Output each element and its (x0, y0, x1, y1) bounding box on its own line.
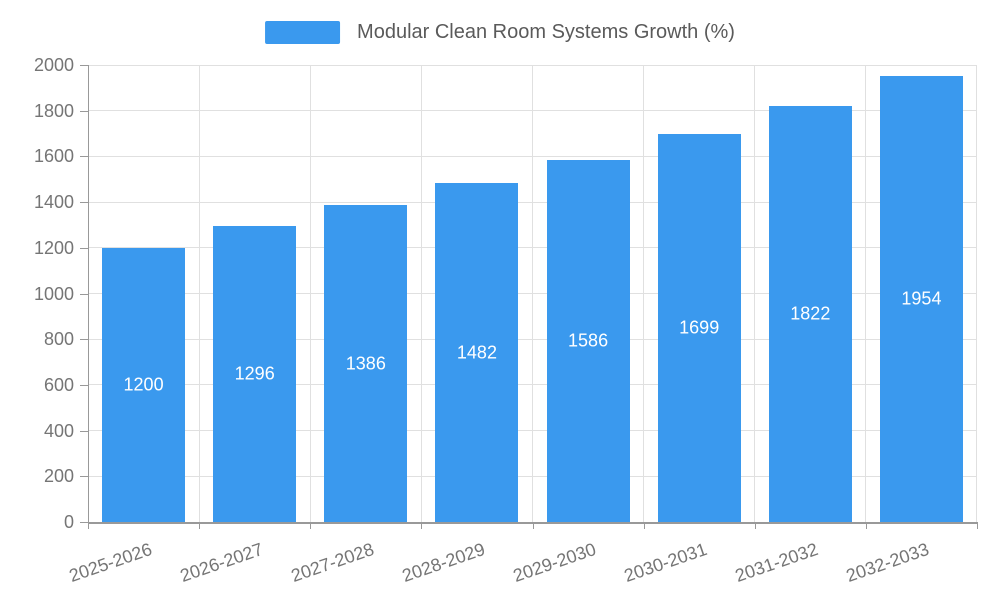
y-tick (80, 156, 88, 158)
x-grid-line (420, 65, 422, 522)
x-tick (532, 522, 534, 529)
bar[interactable]: 1586 (546, 160, 630, 522)
y-tick (80, 476, 88, 478)
x-grid-line (975, 65, 977, 522)
y-axis-line (88, 65, 89, 522)
y-tick (80, 65, 88, 66)
y-tick-label: 400 (43, 420, 74, 441)
plot-area: 1200 1296 1386 1482 1586 1699 1822 1954 (88, 64, 977, 522)
bar[interactable]: 1954 (879, 76, 963, 522)
y-tick (80, 430, 88, 432)
y-tick-label: 0 (63, 512, 74, 532)
x-grid-line (532, 65, 533, 522)
legend-swatch (265, 21, 341, 44)
x-grid-line (643, 65, 645, 522)
bar-value-label: 1586 (568, 330, 609, 351)
y-tick (80, 339, 88, 341)
x-grid-line (198, 65, 200, 522)
bar[interactable]: 1386 (324, 205, 408, 522)
x-tick (310, 522, 312, 529)
x-tick (643, 522, 645, 529)
y-tick-label: 600 (43, 374, 74, 395)
bar[interactable]: 1822 (768, 106, 852, 522)
x-tick (88, 522, 89, 529)
y-tick (80, 522, 88, 523)
x-tick (977, 522, 978, 529)
y-tick-label: 200 (43, 466, 74, 487)
y-tick (80, 202, 88, 204)
legend-label: Modular Clean Room Systems Growth (%) (357, 21, 735, 43)
x-tick (199, 522, 201, 529)
legend[interactable]: Modular Clean Room Systems Growth (%) (265, 21, 735, 44)
bar-value-label: 1386 (345, 353, 386, 373)
y-tick (80, 247, 88, 249)
bar[interactable]: 1482 (435, 183, 519, 522)
bar-value-label: 1200 (123, 374, 164, 395)
bar[interactable]: 1699 (657, 134, 741, 522)
x-tick (754, 522, 756, 529)
bar[interactable]: 1200 (102, 248, 186, 522)
y-tick (80, 384, 88, 386)
y-tick (80, 293, 88, 295)
bar-value-label: 1822 (790, 303, 831, 324)
y-tick-label: 1400 (33, 192, 74, 213)
y-tick-label: 1200 (33, 237, 74, 258)
y-tick-label: 800 (43, 329, 74, 350)
bar-value-label: 1296 (234, 363, 275, 384)
y-tick-label: 1600 (33, 146, 74, 167)
bar-value-label: 1699 (679, 317, 720, 338)
y-tick-label: 1800 (33, 100, 74, 121)
bar-value-label: 1482 (456, 342, 497, 362)
x-grid-line (754, 65, 756, 522)
y-tick-label: 1000 (33, 283, 74, 304)
x-grid-line (309, 65, 311, 522)
y-tick-label: 2000 (33, 55, 74, 75)
x-tick (865, 522, 867, 529)
x-grid-line (865, 65, 867, 522)
bar[interactable]: 1296 (213, 226, 297, 522)
y-tick (80, 110, 88, 112)
x-axis-line (88, 522, 977, 524)
x-tick (421, 522, 423, 529)
bar-value-label: 1954 (901, 288, 942, 309)
